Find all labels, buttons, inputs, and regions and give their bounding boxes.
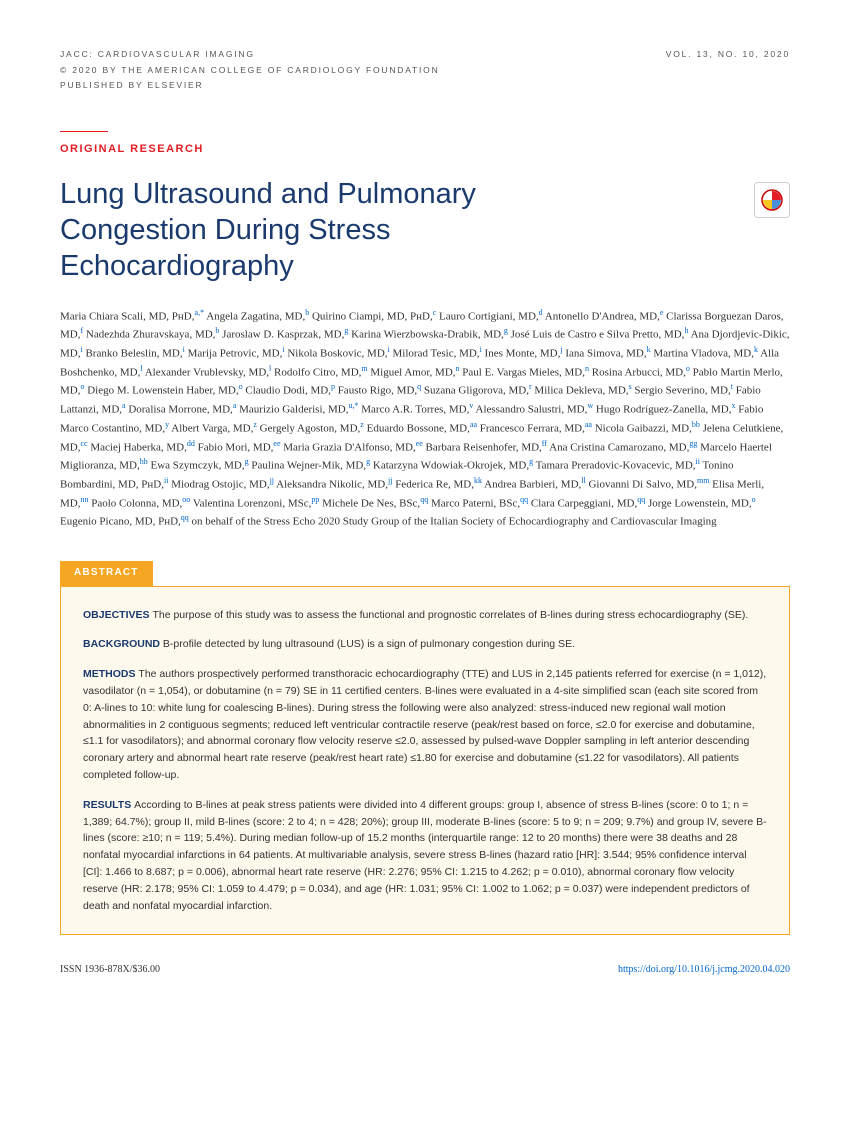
- abstract-background: BACKGROUND B-profile detected by lung ul…: [83, 636, 767, 653]
- section-rule: [60, 131, 108, 132]
- publisher-line: PUBLISHED BY ELSEVIER: [60, 79, 790, 91]
- abstract-label: ABSTRACT: [60, 561, 153, 586]
- abstract-box: OBJECTIVES The purpose of this study was…: [60, 586, 790, 936]
- section-label: ORIGINAL RESEARCH: [60, 142, 790, 158]
- doi-link[interactable]: https://doi.org/10.1016/j.jcmg.2020.04.0…: [618, 963, 790, 978]
- copyright-line: © 2020 BY THE AMERICAN COLLEGE OF CARDIO…: [60, 64, 790, 76]
- issue-info: VOL. 13, NO. 10, 2020: [666, 48, 790, 60]
- abstract-methods: METHODS The authors prospectively perfor…: [83, 666, 767, 784]
- journal-name: JACC: CARDIOVASCULAR IMAGING: [60, 48, 255, 60]
- author-list: Maria Chiara Scali, MD, PʜD,a,* Angela Z…: [60, 307, 790, 531]
- article-title: Lung Ultrasound and Pulmonary Congestion…: [60, 176, 580, 285]
- abstract-results: RESULTS According to B-lines at peak str…: [83, 797, 767, 915]
- crossmark-badge[interactable]: [754, 182, 790, 218]
- abstract-objectives: OBJECTIVES The purpose of this study was…: [83, 607, 767, 624]
- crossmark-icon: [760, 188, 784, 212]
- issn-line: ISSN 1936-878X/$36.00: [60, 963, 160, 978]
